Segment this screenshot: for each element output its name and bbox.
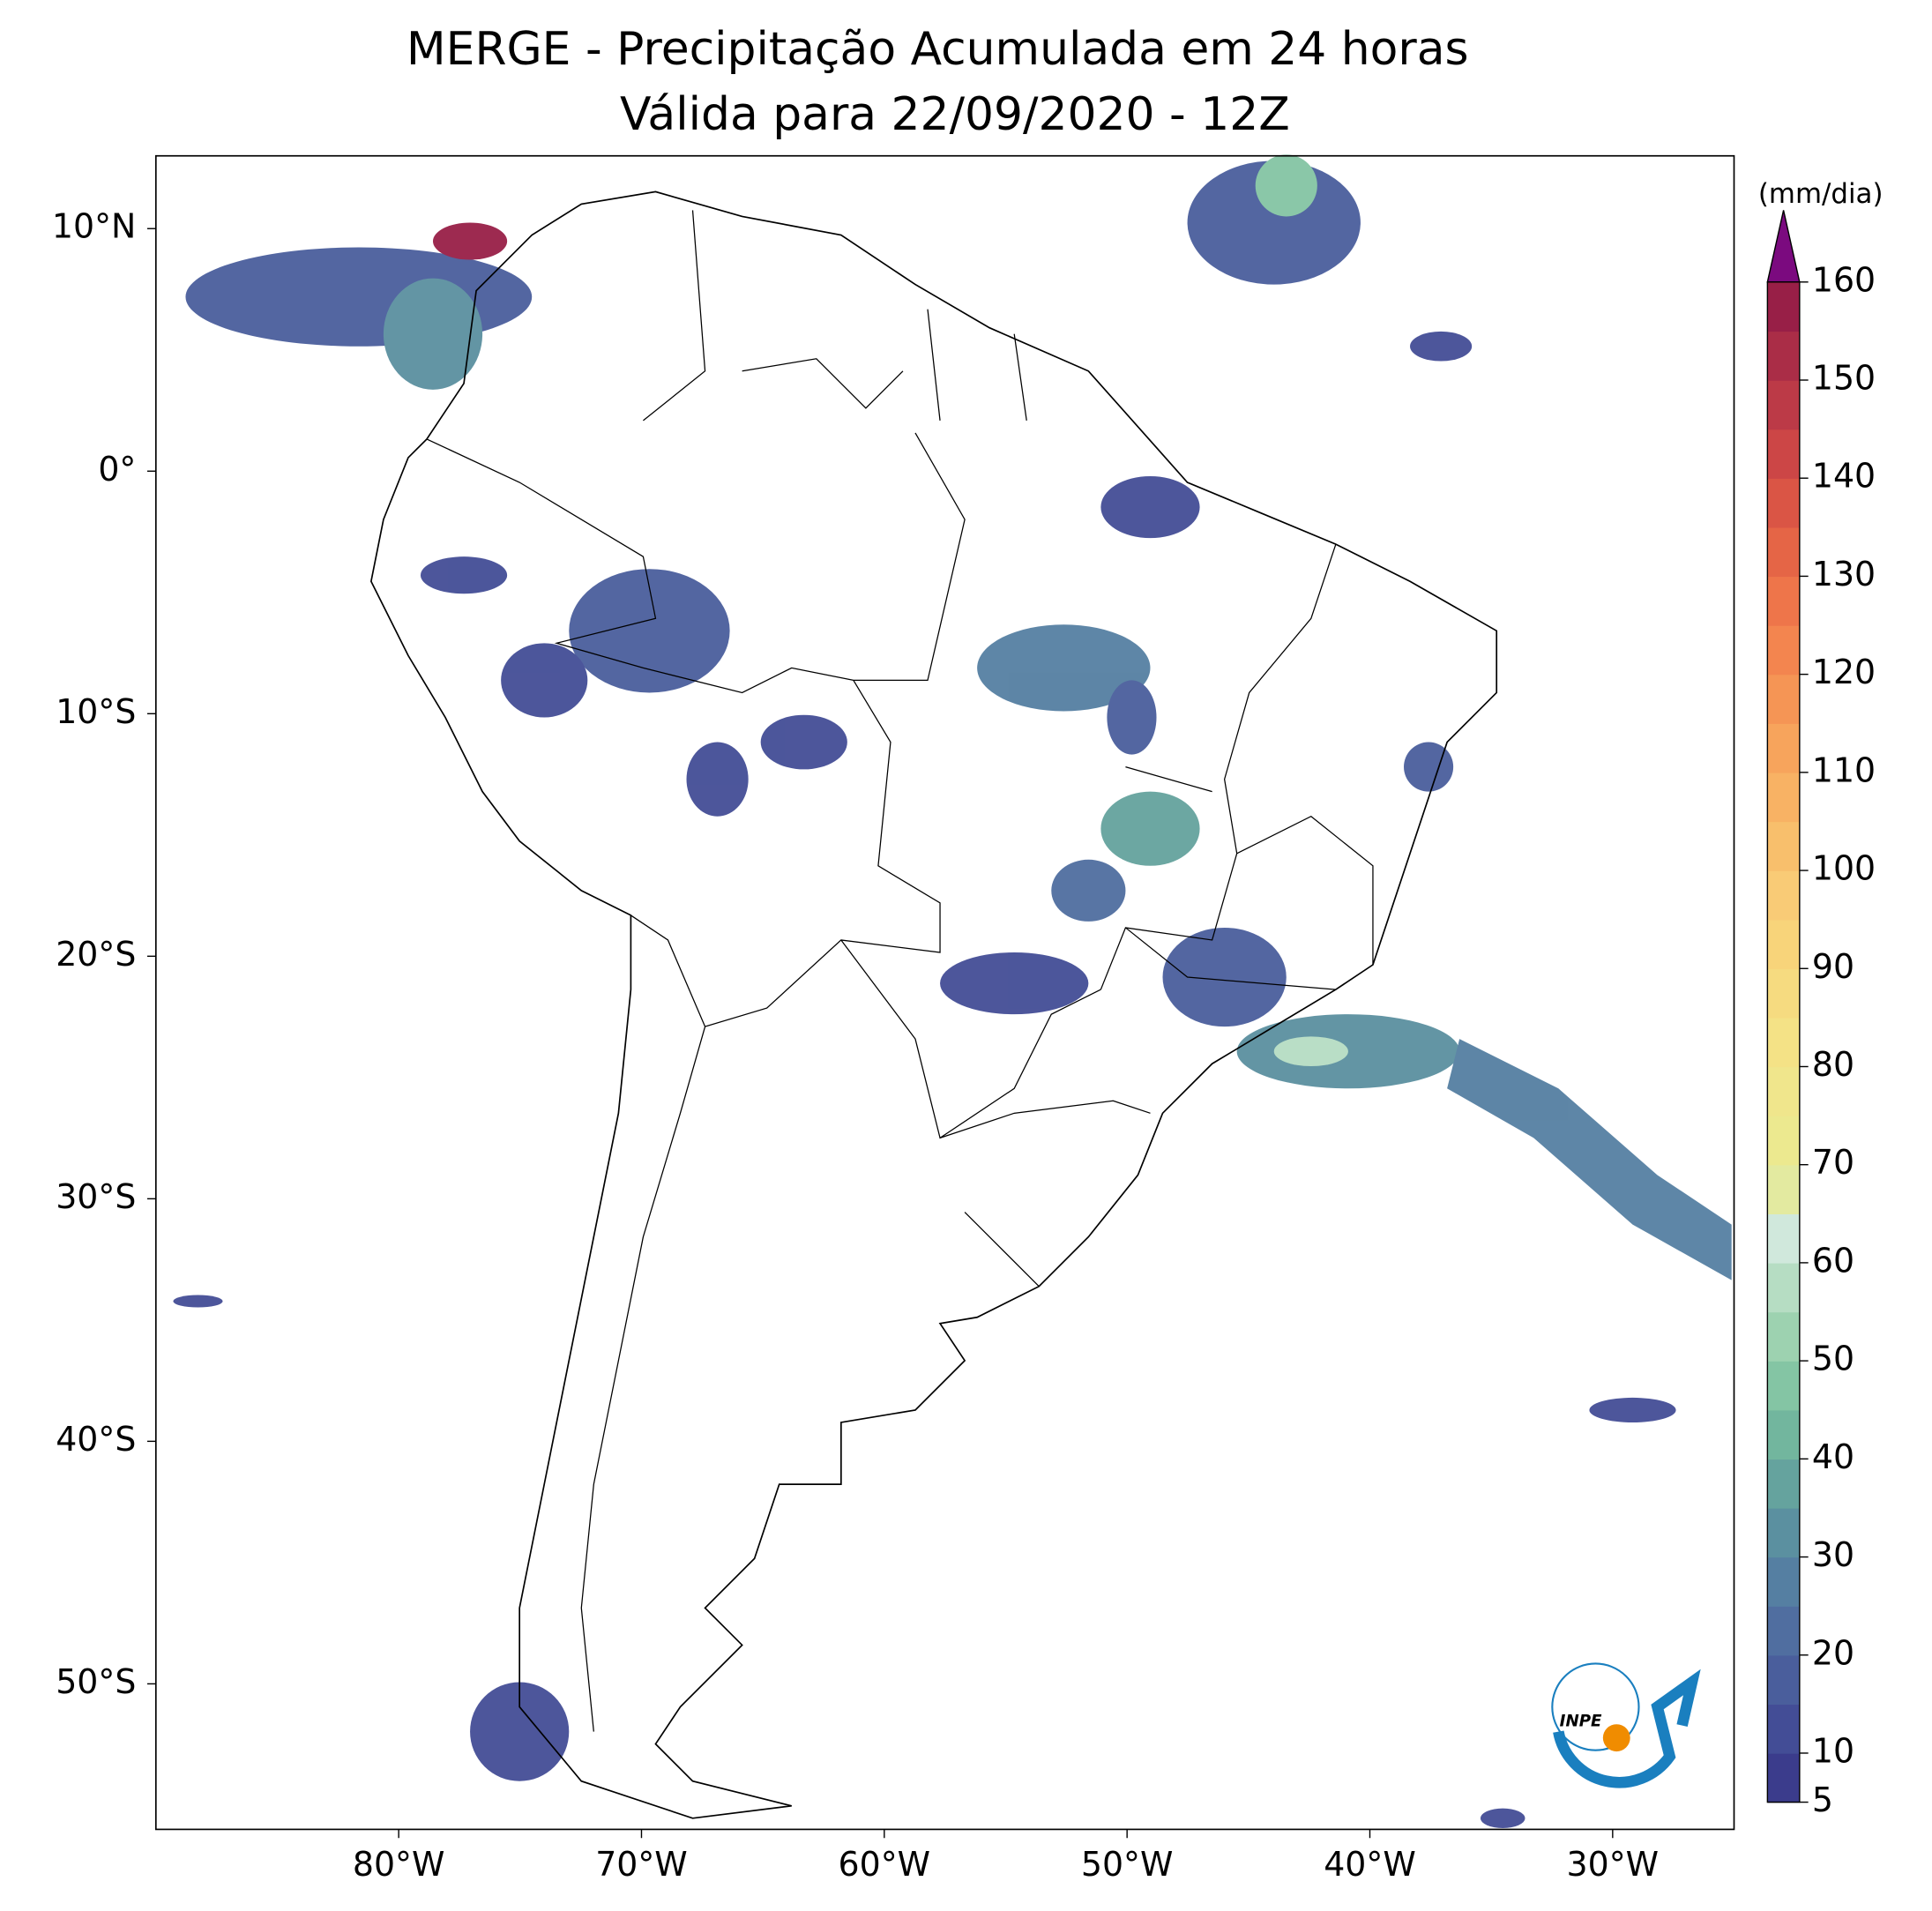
colorbar-tick-label: 120	[1812, 653, 1876, 691]
borders	[426, 210, 1374, 1732]
y-tick-label: 50°S	[56, 1662, 136, 1701]
colorbar-tick-label: 5	[1812, 1780, 1833, 1819]
colorbar-bin	[1767, 526, 1800, 578]
colorbar-tick-label: 110	[1812, 750, 1876, 789]
colorbar-bin	[1767, 380, 1800, 430]
colorbar-bin	[1767, 1262, 1800, 1313]
colorbar-bin	[1767, 1164, 1800, 1215]
logo-text: INPE	[1560, 1712, 1602, 1730]
colorbar-bin	[1767, 625, 1800, 676]
colorbar-bin	[1767, 478, 1800, 528]
title: MERGE - Precipitação Acumulada em 24 hor…	[407, 23, 1469, 76]
colorbar-bin	[1767, 1409, 1800, 1460]
colorbar-tick-label: 70	[1812, 1143, 1854, 1182]
colorbar-bin	[1767, 772, 1800, 823]
y-tick-label: 10°N	[52, 207, 136, 246]
colorbar-tick-label: 140	[1812, 457, 1876, 496]
colorbar-bin	[1767, 1066, 1800, 1116]
colorbar-bin	[1767, 1361, 1800, 1411]
x-tick-label: 80°W	[353, 1845, 445, 1884]
colorbar-bin	[1767, 1507, 1800, 1558]
y-tick-label: 10°S	[56, 692, 136, 731]
colorbar-tick-label: 40	[1812, 1437, 1854, 1476]
x-tick-label: 70°W	[595, 1845, 688, 1884]
y-tick-label: 20°S	[56, 935, 136, 974]
colorbar-tick-label: 80	[1812, 1045, 1854, 1084]
colorbar-bin	[1767, 674, 1800, 724]
colorbar-bin	[1767, 870, 1800, 921]
colorbar-bin	[1767, 919, 1800, 969]
x-tick-label: 60°W	[839, 1845, 931, 1884]
colorbar-bin	[1767, 968, 1800, 1019]
y-tick-label: 40°S	[56, 1420, 136, 1459]
colorbar-bin	[1767, 1116, 1800, 1166]
colorbar-tick-label: 150	[1812, 359, 1876, 398]
x-tick-label: 40°W	[1324, 1845, 1416, 1884]
subtitle: Válida para 22/09/2020 - 12Z	[620, 88, 1290, 141]
colorbar-bin	[1767, 1311, 1800, 1362]
colorbar-tick-label: 90	[1812, 947, 1854, 986]
colorbar-tick-label: 10	[1812, 1731, 1854, 1770]
colorbar-tick-label: 30	[1812, 1535, 1854, 1574]
x-tick-label: 30°W	[1567, 1845, 1660, 1884]
colorbar-bin	[1767, 281, 1800, 332]
colorbar-frame	[1766, 281, 1801, 1803]
colorbar-bin	[1767, 429, 1800, 479]
colorbar-label: (mm/dia)	[1758, 178, 1884, 210]
colorbar-tick-label: 160	[1812, 260, 1876, 299]
x-tick-label: 50°W	[1081, 1845, 1174, 1884]
colorbar-tick-label: 50	[1812, 1340, 1854, 1378]
colorbar-bin	[1767, 1213, 1800, 1264]
colorbar-tick-label: 60	[1812, 1241, 1854, 1280]
y-tick-label: 0°	[98, 450, 136, 489]
colorbar-tick-label: 100	[1812, 849, 1876, 888]
colorbar-bin	[1767, 331, 1800, 381]
logo: INPE	[1551, 1662, 1701, 1788]
map-frame	[154, 154, 1735, 1831]
y-tick-label: 30°S	[56, 1177, 136, 1216]
colorbar-bin	[1767, 1704, 1800, 1754]
colorbar-bin	[1767, 1459, 1800, 1509]
colorbar-bin	[1767, 1654, 1800, 1706]
precipitation	[173, 154, 1732, 1829]
colorbar-bin	[1767, 576, 1800, 626]
colorbar-bin	[1767, 821, 1800, 871]
colorbar-bin	[1767, 1556, 1800, 1607]
colorbar-extend	[1766, 210, 1801, 283]
colorbar-bin	[1767, 1752, 1800, 1803]
colorbar-bin	[1767, 1017, 1800, 1068]
colorbar-tick-label: 20	[1812, 1633, 1854, 1672]
colorbar-tick-label: 130	[1812, 555, 1876, 593]
colorbar-bin	[1767, 1606, 1800, 1656]
colorbar-bin	[1767, 723, 1800, 773]
coastline	[369, 190, 1498, 1819]
